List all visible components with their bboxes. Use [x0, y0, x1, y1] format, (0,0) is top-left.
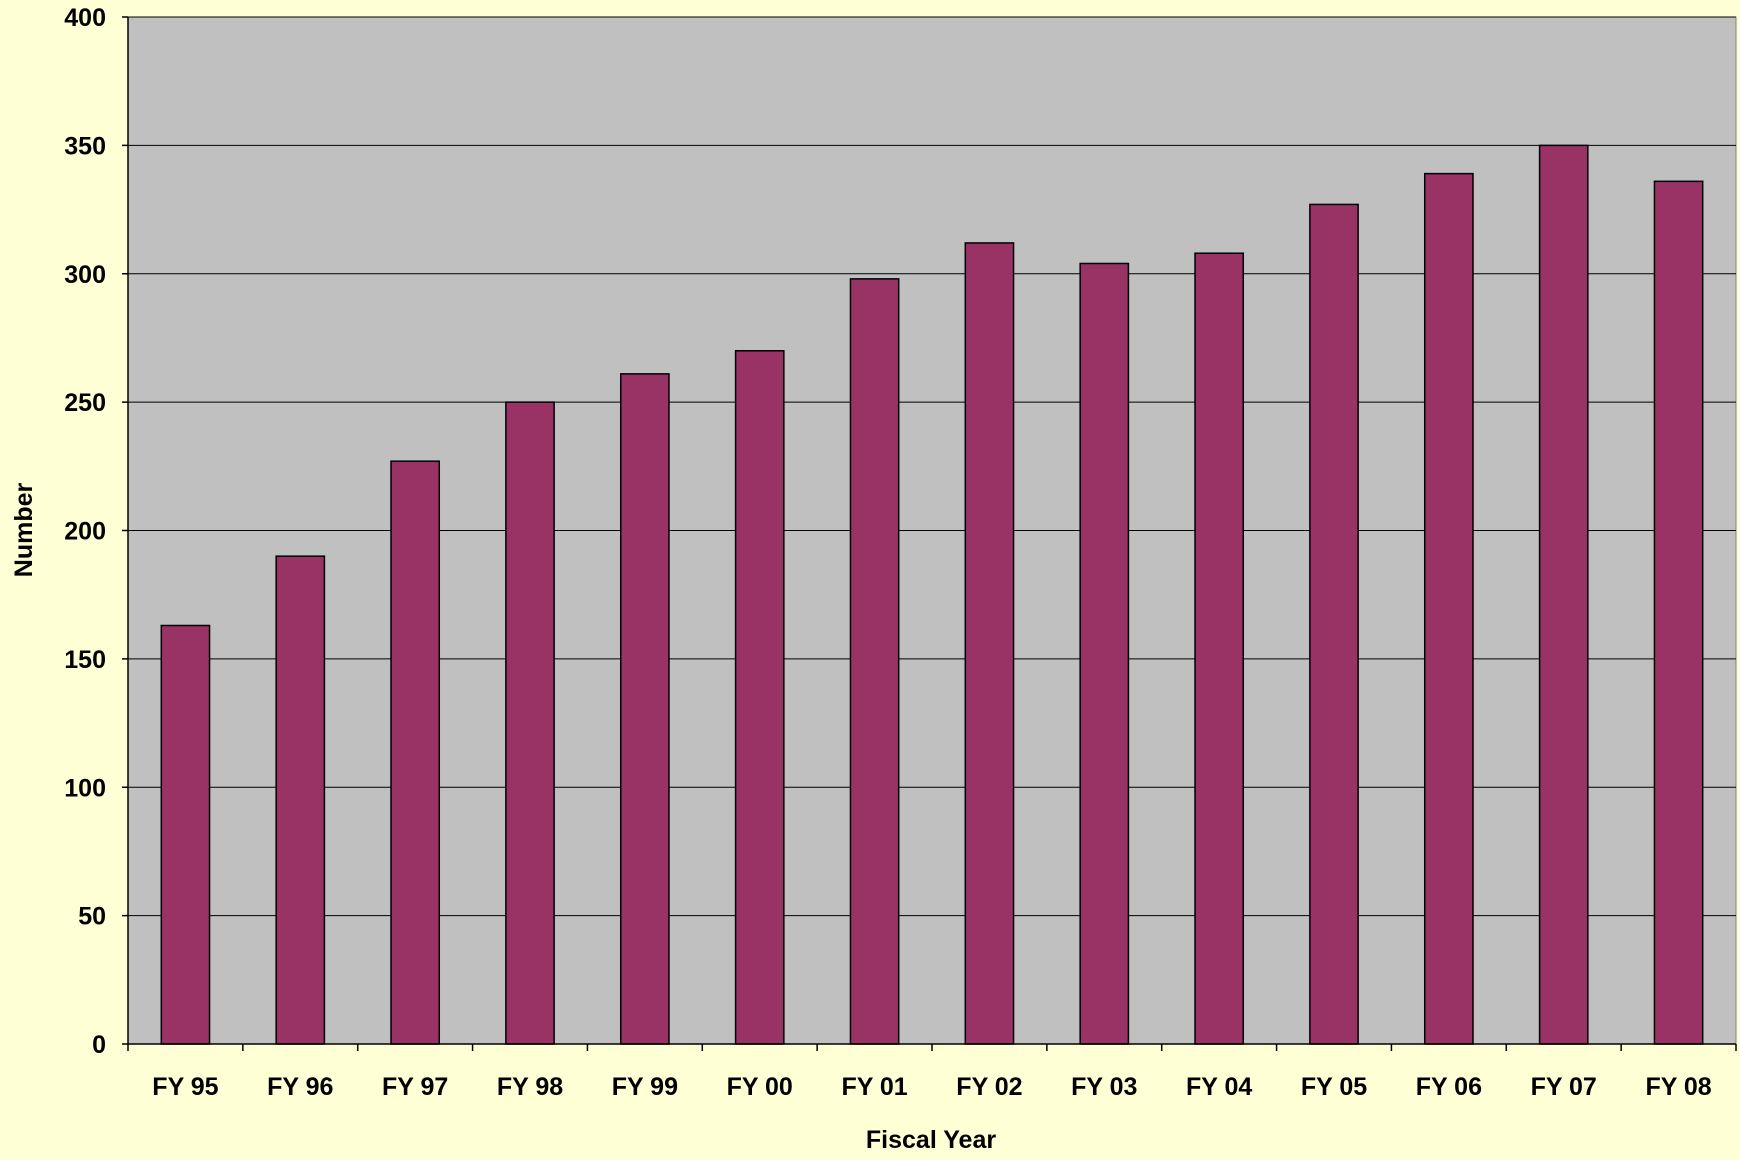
- axes: [122, 16, 1737, 1051]
- x-tick-label: FY 95: [152, 1073, 218, 1101]
- y-tick-label: 100: [64, 774, 106, 802]
- x-tick-label: FY 01: [841, 1073, 907, 1101]
- bar: [1194, 252, 1245, 1045]
- bar: [1538, 144, 1589, 1045]
- x-tick-label: FY 00: [727, 1073, 793, 1101]
- x-tick-label: FY 03: [1071, 1073, 1137, 1101]
- y-tick-label: 0: [92, 1031, 106, 1059]
- bar: [1079, 262, 1130, 1045]
- y-tick-label: 50: [78, 903, 106, 931]
- y-tick-label: 200: [64, 518, 106, 546]
- bar: [964, 242, 1015, 1045]
- y-axis-title: Number: [10, 483, 38, 578]
- bar: [505, 401, 555, 1045]
- x-tick-label: FY 04: [1186, 1073, 1252, 1101]
- bar: [734, 350, 785, 1045]
- bar: [1309, 203, 1359, 1045]
- x-tick-label: FY 97: [382, 1073, 448, 1101]
- y-tick-label: 350: [64, 132, 106, 160]
- bars: [160, 144, 1704, 1045]
- bar: [1423, 172, 1474, 1045]
- x-tick-labels: FY 95 FY 96 FY 97 FY 98 FY 99 FY 00 FY 01 FY 02…: [152, 1073, 1711, 1101]
- x-tick-label: FY 02: [956, 1073, 1022, 1101]
- x-tick-label: FY 98: [497, 1073, 563, 1101]
- bar: [390, 460, 441, 1045]
- x-tick-label: FY 05: [1301, 1073, 1367, 1101]
- y-tick-label: 300: [64, 261, 106, 289]
- bar: [275, 555, 326, 1045]
- x-tick-label: FY 06: [1416, 1073, 1482, 1101]
- bar: [619, 373, 670, 1045]
- bar: [849, 278, 900, 1045]
- y-tick-label: 150: [64, 646, 106, 674]
- x-tick-label: FY 08: [1645, 1073, 1711, 1101]
- y-tick-labels: 0 50 100 150 200 250 300 350 400: [64, 4, 106, 1059]
- x-tick-label: FY 99: [612, 1073, 678, 1101]
- y-tick-label: 400: [64, 4, 106, 32]
- x-axis-title: Fiscal Year: [866, 1126, 996, 1154]
- x-tick-label: FY 07: [1531, 1073, 1597, 1101]
- bar: [1653, 180, 1704, 1045]
- x-tick-label: FY 96: [267, 1073, 333, 1101]
- y-tick-label: 250: [64, 389, 106, 417]
- bar: [160, 624, 211, 1045]
